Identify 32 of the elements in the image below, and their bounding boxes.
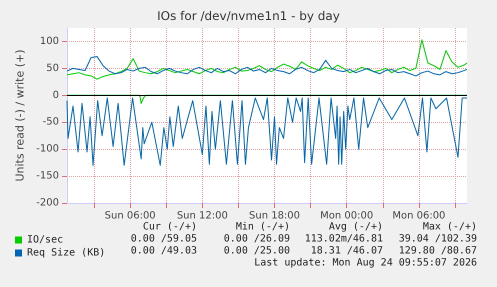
line-series bbox=[66, 56, 468, 76]
text: 0.00 /49.03 bbox=[130, 246, 197, 256]
text: Last update: Mon Aug 24 09:55:07 2026 bbox=[254, 258, 478, 268]
line-series bbox=[66, 98, 468, 166]
y-tick-label: 0 bbox=[52, 90, 59, 101]
y-tick-label: -100 bbox=[36, 144, 59, 155]
text: 0.00 /59.05 bbox=[130, 234, 197, 244]
x-tick-label: Sun 12:00 bbox=[176, 210, 228, 222]
x-tick-label: Sun 06:00 bbox=[104, 210, 156, 222]
chart-title: IOs for /dev/nvme1n1 - by day bbox=[157, 9, 340, 23]
text: 129.80 /80.67 bbox=[398, 246, 477, 256]
line-series bbox=[66, 39, 468, 80]
y-axis-title: Units read (-) / write (+) bbox=[13, 49, 26, 182]
legend-label: IO/sec bbox=[27, 234, 64, 246]
y-tick-label: -200 bbox=[36, 198, 59, 208]
y-tick-label: 50 bbox=[46, 62, 59, 74]
text: Max (-/+) bbox=[422, 222, 477, 232]
y-tick-label: -50 bbox=[42, 116, 59, 128]
text: Cur (-/+) bbox=[142, 222, 197, 232]
text: 113.02m/46.81 bbox=[304, 234, 383, 244]
text: Min (-/+) bbox=[236, 222, 290, 232]
text: 0.00 /26.09 bbox=[224, 234, 290, 244]
text: 18.31 /46.07 bbox=[310, 246, 383, 256]
y-tick-label: 100 bbox=[40, 36, 59, 47]
x-tick-label: Mon 06:00 bbox=[392, 210, 446, 222]
text: 39.04 /102.39 bbox=[398, 234, 477, 244]
y-tick-label: -150 bbox=[36, 170, 59, 182]
x-tick-label: Sun 18:00 bbox=[249, 210, 300, 222]
text: 0.00 /25.00 bbox=[224, 246, 290, 256]
legend-label: Req Size (KB) bbox=[27, 248, 106, 258]
text: Avg (-/+) bbox=[328, 222, 383, 232]
x-tick-label: Mon 00:00 bbox=[320, 210, 374, 222]
